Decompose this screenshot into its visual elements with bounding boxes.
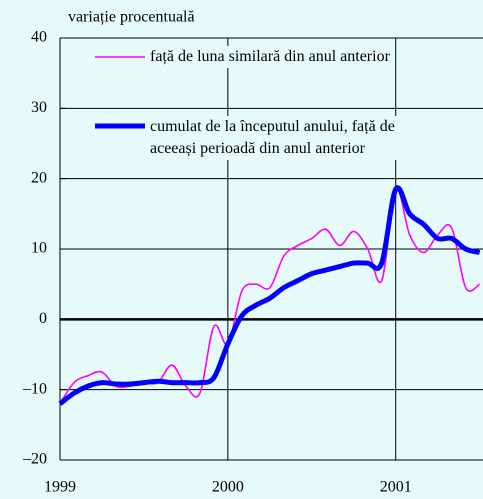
y-axis-label: variație procentuală [68, 9, 195, 26]
x-tick-label: 1999 [44, 479, 76, 496]
y-tick-label: 40 [31, 29, 47, 46]
legend-label: cumulat de la începutul anului, față de … [150, 116, 405, 160]
y-tick-label: 30 [31, 99, 47, 116]
y-tick-label: –10 [22, 380, 47, 397]
x-tick-label: 2000 [212, 479, 244, 496]
y-tick-label: 10 [31, 240, 47, 257]
y-tick-label: 20 [31, 169, 47, 186]
y-tick-label: 0 [39, 310, 47, 327]
legend-label: față de luna similară din anul anterior [150, 46, 390, 68]
y-tick-label: –20 [22, 451, 47, 468]
x-tick-label: 2001 [380, 479, 412, 496]
series-line [58, 185, 481, 406]
